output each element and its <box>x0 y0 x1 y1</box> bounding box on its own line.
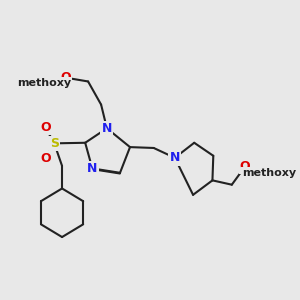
Text: methoxy: methoxy <box>17 78 71 88</box>
Text: methoxy: methoxy <box>242 168 296 178</box>
Text: N: N <box>87 162 98 175</box>
Text: O: O <box>61 71 71 84</box>
Text: O: O <box>240 160 250 173</box>
Text: S: S <box>50 137 59 150</box>
Text: O: O <box>40 121 51 134</box>
Text: N: N <box>102 122 112 135</box>
Text: O: O <box>40 152 51 166</box>
Text: N: N <box>170 151 180 164</box>
